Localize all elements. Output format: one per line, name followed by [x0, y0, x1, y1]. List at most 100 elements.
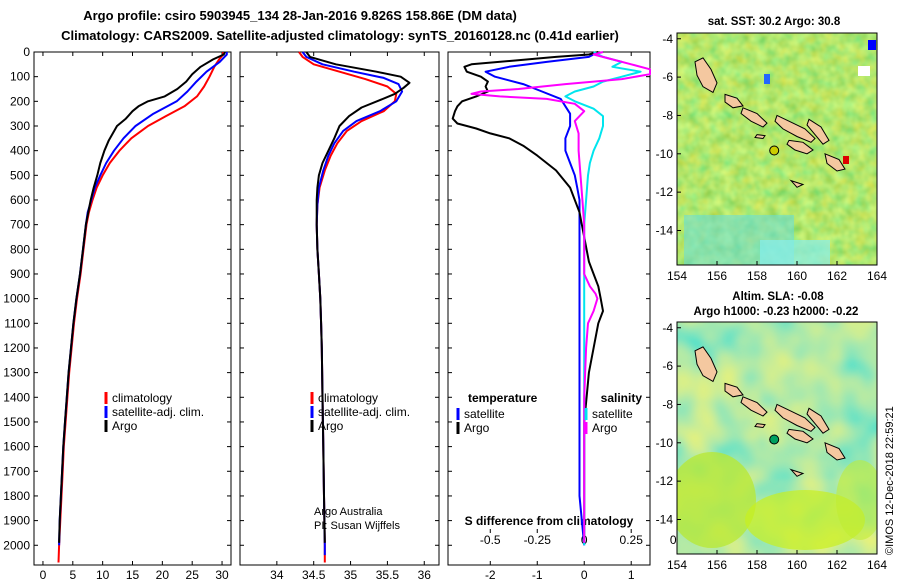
map-y-tick-label: -6 [662, 359, 673, 373]
s-diff-tick-label: -0.25 [524, 533, 552, 547]
island-shape [740, 107, 768, 128]
depth-tick-label: 300 [10, 119, 30, 133]
sst-float-marker [769, 145, 780, 156]
difference-plot-frame [447, 51, 651, 566]
map-y-tick-label: -14 [656, 223, 674, 237]
sla-map-title-2: Argo h1000: -0.23 h2000: -0.22 [694, 306, 859, 318]
island-shape [789, 468, 805, 477]
salinity-diff-axis-label: S difference from climatology [465, 514, 634, 528]
diff-legend-right-title: salinity [601, 391, 643, 405]
map-x-tick-label: 154 [667, 269, 687, 283]
island-shape [786, 428, 814, 444]
island-shape [824, 441, 846, 461]
salinity-legend-label: Argo [318, 419, 344, 433]
x-tick-label: -2 [485, 568, 496, 580]
x-tick-label: 30 [215, 568, 229, 580]
diff-legend-left-label: satellite [464, 407, 505, 421]
sst-map: 154 156 158 160 162 164 -4 -6 -8 -10 -12 -14 [656, 32, 888, 283]
s-diff-tick-label: -0.5 [480, 533, 501, 547]
map-y-tick-label: -4 [662, 321, 673, 335]
diff-legend-right-label: satellite [592, 407, 633, 421]
difference-line-salinity-argo [470, 51, 651, 543]
difference-panel: -2-101T difference from climatologyS dif… [447, 51, 687, 580]
island-shape [724, 382, 744, 398]
depth-tick-label: 1000 [3, 292, 30, 306]
sla-high-patch-2 [745, 490, 865, 550]
x-tick-label: 20 [156, 568, 170, 580]
x-tick-label: 5 [69, 568, 76, 580]
salinity-legend-label: satellite-adj. clim. [318, 405, 410, 419]
map-x-tick-label: 164 [867, 269, 887, 283]
temperature-legend-label: satellite-adj. clim. [112, 405, 204, 419]
depth-tick-label: 1400 [3, 390, 30, 404]
map-y-tick-label: -8 [662, 397, 673, 411]
figure-title-line-1: Argo profile: csiro 5903945_134 28-Jan-2… [83, 8, 517, 23]
sst-islands [694, 57, 846, 188]
diff-legend-left-label: Argo [464, 421, 490, 435]
sla-float-marker [769, 434, 780, 445]
salinity-panel: 3434.53535.536salinityclimatologysatelli… [239, 51, 440, 580]
map-y-tick-label: -12 [656, 185, 674, 199]
sla-high-patch [677, 452, 756, 548]
temperature-line-argo [58, 51, 226, 543]
salinity-plot-frame [239, 51, 440, 566]
island-shape [694, 346, 718, 383]
sst-map-frame [676, 32, 878, 266]
salinity-series [298, 51, 411, 563]
x-tick-label: 15 [126, 568, 140, 580]
depth-tick-label: 2000 [3, 538, 30, 552]
depth-tick-label: 1700 [3, 464, 30, 478]
temperature-series [57, 51, 228, 563]
island-shape [806, 407, 830, 434]
map-x-tick-label: 154 [667, 558, 687, 572]
x-tick-label: 34 [270, 568, 284, 580]
island-shape [774, 403, 816, 432]
depth-tick-label: 700 [10, 218, 30, 232]
map-x-tick-label: 160 [787, 558, 807, 572]
depth-tick-label: 1600 [3, 440, 30, 454]
temperature-legend-label: climatology [112, 391, 172, 405]
island-shape [724, 93, 744, 109]
island-shape [786, 139, 814, 155]
x-tick-label: 25 [186, 568, 200, 580]
figure-title-line-2: Climatology: CARS2009. Satellite-adjuste… [61, 28, 619, 43]
island-shape [806, 118, 830, 145]
depth-tick-label: 900 [10, 267, 30, 281]
depth-tick-label: 200 [10, 94, 30, 108]
difference-series [451, 51, 651, 546]
diff-legend-right-label: Argo [592, 421, 618, 435]
sla-map-axes: 154 156 158 160 162 164 -4 -6 -8 -10 -12 -14 [656, 321, 888, 572]
salinity-panel-annotation: Argo Australia [314, 506, 383, 518]
sla-map-title-1: Altim. SLA: -0.08 [732, 291, 824, 303]
depth-tick-label: 400 [10, 144, 30, 158]
map-x-tick-label: 158 [747, 558, 767, 572]
map-x-tick-label: 162 [827, 558, 847, 572]
depth-tick-label: 0 [23, 45, 30, 59]
depth-tick-label: 1200 [3, 341, 30, 355]
sla-map-features [677, 452, 877, 550]
difference-line-temperature-argo [451, 51, 604, 543]
depth-tick-label: 100 [10, 70, 30, 84]
temperature-panel: 0100200300400500600700800900100011001200… [3, 45, 232, 580]
depth-tick-label: 1900 [3, 514, 30, 528]
imos-credit: ©IMOS 12-Dec-2018 22:59:21 [884, 406, 896, 555]
diff-legend-left-title: temperature [468, 391, 538, 405]
map-y-tick-label: -4 [662, 32, 673, 46]
sla-high-patch-3 [836, 460, 877, 540]
salinity-legend-label: climatology [318, 391, 378, 405]
difference-line-temperature-satellite [484, 51, 599, 546]
depth-tick-label: 1100 [4, 316, 30, 330]
sst-cool-patch-2 [760, 240, 830, 265]
map-y-tick-label: -8 [662, 108, 673, 122]
x-tick-label: 1 [628, 568, 635, 580]
sst-warm-pixel [868, 40, 876, 50]
depth-tick-label: 800 [10, 242, 30, 256]
salinity-line-argo [305, 51, 411, 543]
island-shape [824, 152, 846, 172]
island-shape [774, 114, 816, 143]
x-tick-label: 0 [581, 568, 588, 580]
island-shape [754, 423, 766, 429]
island-shape [789, 179, 805, 188]
x-tick-label: 36 [418, 568, 432, 580]
